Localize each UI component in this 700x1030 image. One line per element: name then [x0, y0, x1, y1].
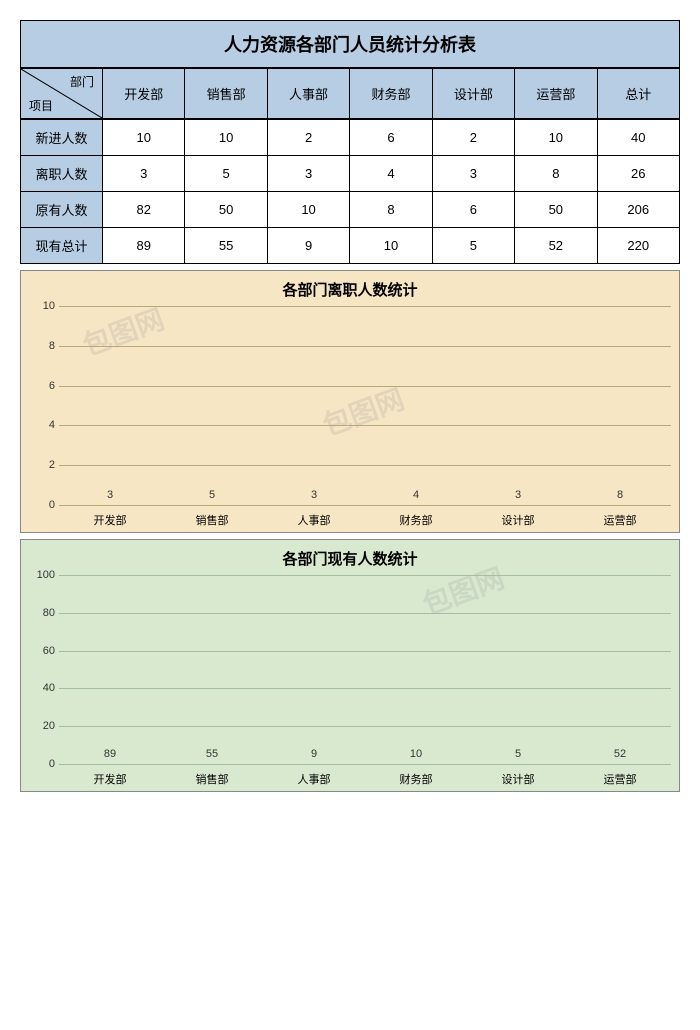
bar-value-label: 3: [498, 489, 538, 501]
x-axis-label: 人事部: [263, 512, 365, 528]
chart-x-labels: 开发部销售部人事部财务部设计部运营部: [59, 765, 671, 787]
col-header: 销售部: [185, 69, 267, 119]
bar-value-label: 5: [498, 748, 538, 760]
bars-container: 3 5 3 4 3 8: [59, 306, 671, 505]
data-cell: 50: [515, 192, 597, 228]
bar-value-label: 5: [192, 489, 232, 501]
document-container: 人力资源各部门人员统计分析表 部门 项目 开发部 销售部 人事部 财务部 设计部…: [20, 20, 680, 792]
chart-plot: 0204060801008955910552: [59, 575, 671, 765]
y-axis-label: 60: [29, 645, 55, 657]
data-cell: 3: [267, 156, 349, 192]
data-cell: 6: [432, 192, 514, 228]
x-axis-label: 财务部: [365, 771, 467, 787]
chart-current-staff: 包图网 各部门现有人数统计 0204060801008955910552 开发部…: [20, 539, 680, 792]
data-cell: 10: [185, 120, 267, 156]
row-label: 现有总计: [21, 228, 103, 264]
bar-value-label: 89: [90, 748, 130, 760]
bar-value-label: 8: [600, 489, 640, 501]
y-axis-label: 100: [29, 569, 55, 581]
y-axis-label: 6: [29, 380, 55, 392]
header-row: 部门 项目 开发部 销售部 人事部 财务部 设计部 运营部 总计: [21, 69, 680, 119]
y-axis-label: 80: [29, 607, 55, 619]
y-axis-label: 4: [29, 419, 55, 431]
table-row: 离职人数35343826: [21, 156, 680, 192]
y-axis-label: 0: [29, 499, 55, 511]
data-cell: 5: [432, 228, 514, 264]
corner-top-label: 部门: [70, 73, 94, 90]
bar-value-label: 9: [294, 748, 334, 760]
bar-value-label: 3: [90, 489, 130, 501]
bar-value-label: 10: [396, 748, 436, 760]
data-table: 部门 项目 开发部 销售部 人事部 财务部 设计部 运营部 总计: [20, 68, 680, 119]
data-cell: 10: [267, 192, 349, 228]
x-axis-label: 财务部: [365, 512, 467, 528]
main-title: 人力资源各部门人员统计分析表: [20, 20, 680, 68]
y-axis-label: 0: [29, 758, 55, 770]
data-cell: 52: [515, 228, 597, 264]
data-cell: 26: [597, 156, 679, 192]
col-header: 运营部: [515, 69, 597, 119]
y-axis-label: 8: [29, 340, 55, 352]
data-cell: 82: [103, 192, 185, 228]
chart-title: 各部门离职人数统计: [29, 279, 671, 300]
col-header: 设计部: [432, 69, 514, 119]
data-cell: 206: [597, 192, 679, 228]
bar-value-label: 4: [396, 489, 436, 501]
data-cell: 50: [185, 192, 267, 228]
data-cell: 3: [103, 156, 185, 192]
data-cell: 3: [432, 156, 514, 192]
x-axis-label: 人事部: [263, 771, 365, 787]
row-label: 离职人数: [21, 156, 103, 192]
x-axis-label: 设计部: [467, 771, 569, 787]
data-cell: 10: [350, 228, 432, 264]
x-axis-label: 开发部: [59, 512, 161, 528]
bars-container: 89 55 9 10 5 52: [59, 575, 671, 764]
x-axis-label: 开发部: [59, 771, 161, 787]
data-cell: 2: [432, 120, 514, 156]
y-axis-label: 2: [29, 459, 55, 471]
chart-departures: 包图网 包图网 各部门离职人数统计 0246810353438 开发部销售部人事…: [20, 270, 680, 533]
bar-value-label: 3: [294, 489, 334, 501]
table-row: 新进人数10102621040: [21, 120, 680, 156]
data-cell: 2: [267, 120, 349, 156]
data-cell: 40: [597, 120, 679, 156]
x-axis-label: 运营部: [569, 771, 671, 787]
data-cell: 10: [103, 120, 185, 156]
data-cell: 9: [267, 228, 349, 264]
row-label: 原有人数: [21, 192, 103, 228]
data-cell: 89: [103, 228, 185, 264]
chart-plot: 0246810353438: [59, 306, 671, 506]
x-axis-label: 销售部: [161, 771, 263, 787]
data-cell: 6: [350, 120, 432, 156]
col-header: 财务部: [350, 69, 432, 119]
chart-x-labels: 开发部销售部人事部财务部设计部运营部: [59, 506, 671, 528]
grid-line: [59, 505, 671, 506]
col-header: 开发部: [103, 69, 185, 119]
data-cell: 10: [515, 120, 597, 156]
col-header: 总计: [597, 69, 679, 119]
y-axis-label: 40: [29, 682, 55, 694]
data-cell: 8: [515, 156, 597, 192]
bar-value-label: 55: [192, 748, 232, 760]
data-cell: 8: [350, 192, 432, 228]
x-axis-label: 运营部: [569, 512, 671, 528]
x-axis-label: 销售部: [161, 512, 263, 528]
corner-bottom-label: 项目: [29, 97, 53, 114]
x-axis-label: 设计部: [467, 512, 569, 528]
row-label: 新进人数: [21, 120, 103, 156]
chart-title: 各部门现有人数统计: [29, 548, 671, 569]
grid-line: [59, 764, 671, 765]
data-table-body: 新进人数10102621040离职人数35343826原有人数825010865…: [20, 119, 680, 264]
col-header: 人事部: [267, 69, 349, 119]
corner-cell: 部门 项目: [21, 69, 103, 119]
data-cell: 220: [597, 228, 679, 264]
data-cell: 4: [350, 156, 432, 192]
y-axis-label: 10: [29, 300, 55, 312]
data-cell: 5: [185, 156, 267, 192]
bar-value-label: 52: [600, 748, 640, 760]
table-row: 现有总计8955910552220: [21, 228, 680, 264]
data-cell: 55: [185, 228, 267, 264]
table-row: 原有人数8250108650206: [21, 192, 680, 228]
y-axis-label: 20: [29, 720, 55, 732]
